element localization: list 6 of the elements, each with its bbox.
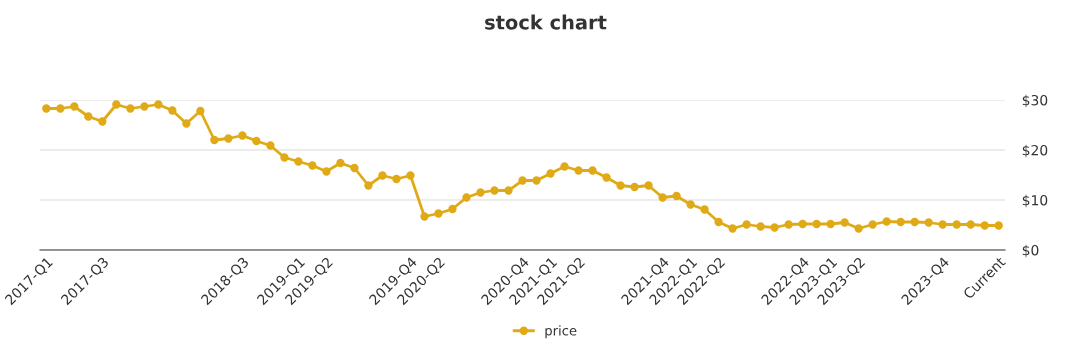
y-tick-label: $10 — [1022, 194, 1048, 208]
legend-label: price — [545, 325, 577, 339]
chart-title: stock chart — [485, 14, 607, 30]
y-tick-label: $20 — [1022, 144, 1048, 158]
y-tick-label: $0 — [1022, 244, 1039, 258]
y-tick-label: $30 — [1022, 94, 1048, 108]
